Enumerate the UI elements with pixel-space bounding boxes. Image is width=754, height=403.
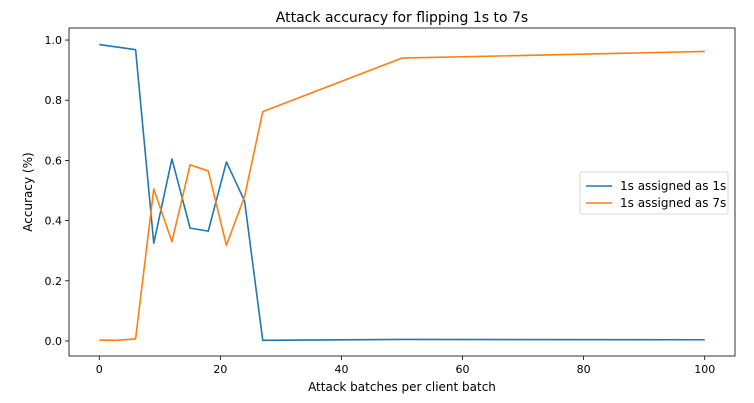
plot-area-frame [68, 27, 736, 357]
y-axis-ticks: 0.0 0.2 0.4 0.6 0.8 1.0 [45, 34, 69, 348]
y-axis-label: Accuracy (%) [21, 152, 35, 231]
chart-title: Attack accuracy for flipping 1s to 7s [276, 10, 528, 26]
x-tick-label: 80 [577, 363, 591, 376]
x-tick-label: 20 [213, 363, 227, 376]
y-tick-label: 0.6 [45, 154, 63, 167]
x-tick-label: 100 [694, 363, 715, 376]
y-tick-label: 0.0 [45, 335, 63, 348]
legend-label-2: 1s assigned as 7s [620, 196, 726, 210]
y-tick-label: 0.8 [45, 94, 63, 107]
series-line-1 [99, 43, 705, 342]
legend: 1s assigned as 1s 1s assigned as 7s [579, 171, 729, 215]
y-tick-label: 1.0 [45, 34, 63, 47]
x-axis-label: Attack batches per client batch [308, 380, 496, 394]
y-tick-label: 0.2 [45, 275, 63, 288]
legend-box [579, 171, 729, 215]
x-tick-label: 60 [456, 363, 470, 376]
x-axis-ticks: 0 20 40 60 80 100 [96, 356, 715, 376]
x-tick-label: 40 [334, 363, 348, 376]
y-tick-label: 0.4 [45, 215, 63, 228]
x-tick-label: 0 [96, 363, 103, 376]
series-line-2 [99, 50, 705, 342]
series-layer [99, 43, 705, 342]
legend-label-1: 1s assigned as 1s [620, 179, 726, 193]
